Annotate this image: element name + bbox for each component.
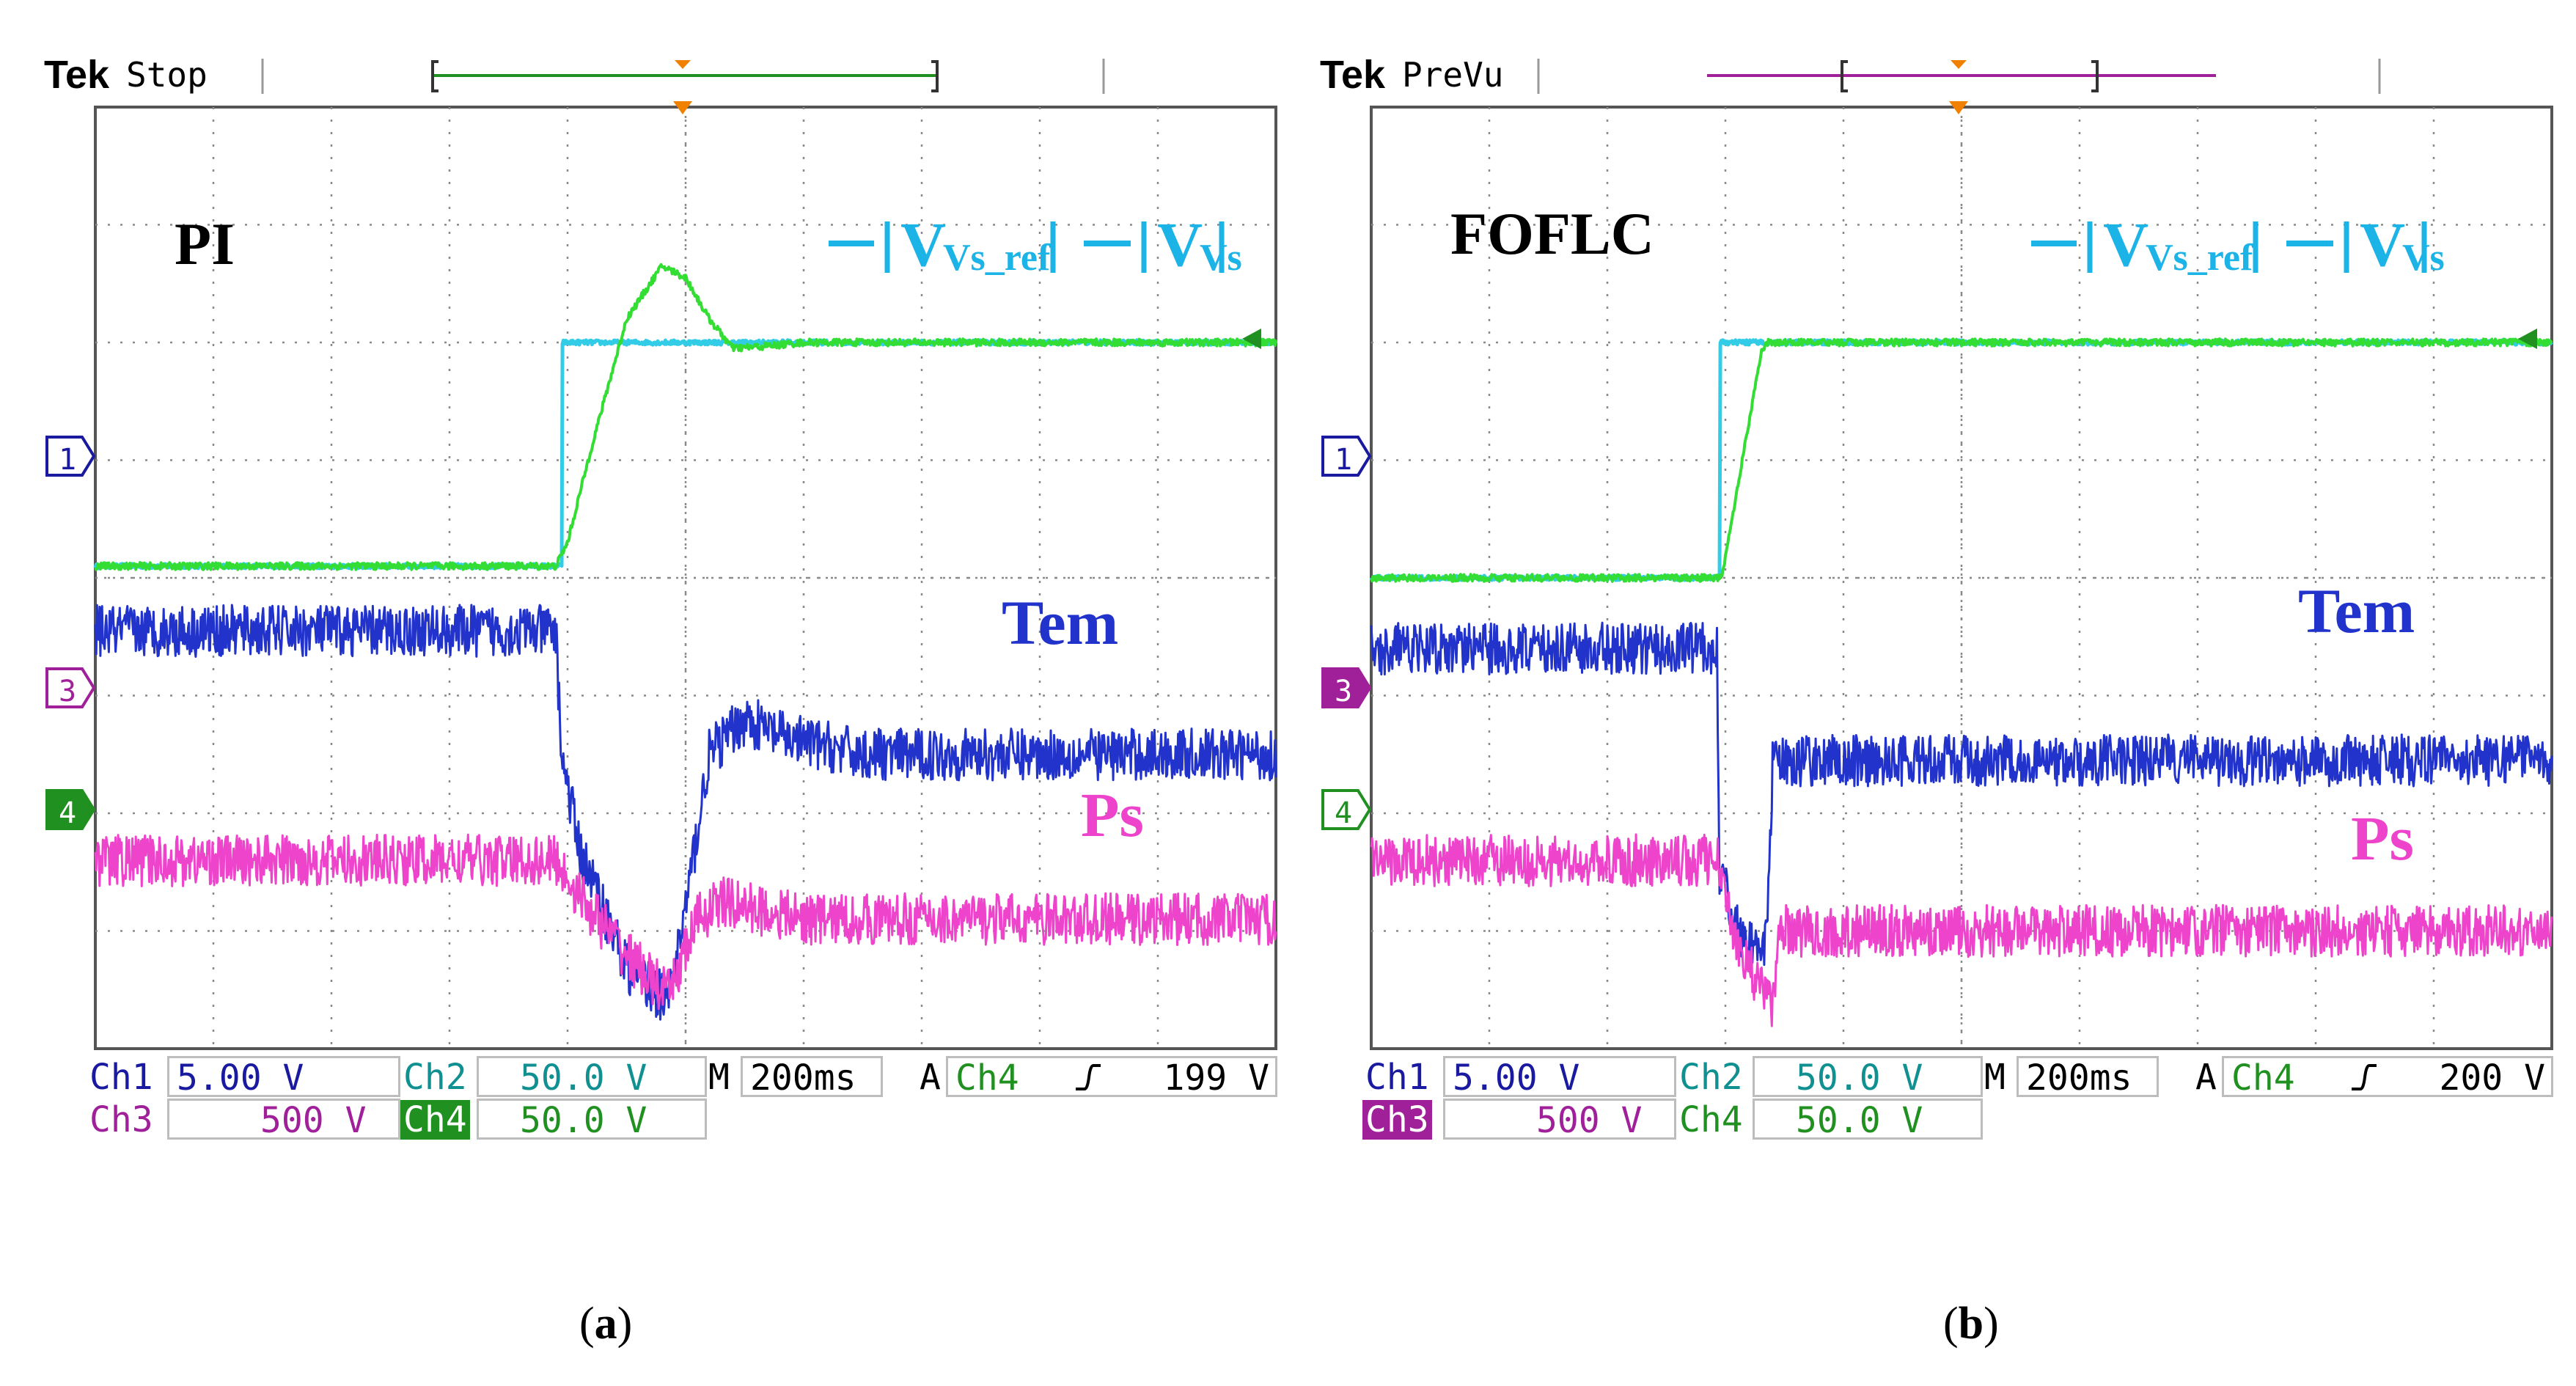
ch3-ground-marker: 3 bbox=[45, 667, 96, 708]
waveform-traces bbox=[93, 263, 1278, 1021]
scope-svg-b: Tek PreVu 1 3 4 FOFLC V bbox=[1320, 53, 2553, 1050]
ch1-label: Ch1 bbox=[1365, 1057, 1429, 1098]
scope-svg-a: Tek Stop 1 3 4 PI bbox=[44, 53, 1278, 1050]
trace-vs bbox=[94, 263, 1277, 571]
ps-label: Ps bbox=[2351, 803, 2414, 873]
waveform-traces bbox=[1369, 337, 2553, 1027]
ch4-scale: 50.0 V bbox=[477, 1099, 707, 1140]
caption-a: (a) bbox=[579, 1299, 633, 1349]
ch3-scale: 500 V bbox=[167, 1099, 400, 1140]
scope-panel-b: Tek PreVu 1 3 4 FOFLC V bbox=[1276, 0, 2566, 1386]
svg-text:4: 4 bbox=[59, 796, 76, 830]
trace-vs-ref bbox=[93, 338, 1278, 571]
trigger-point-marker bbox=[1949, 101, 1968, 114]
ch1-ground-marker: 1 bbox=[45, 436, 96, 477]
timebase-prefix: M bbox=[1984, 1057, 2006, 1098]
legend-vs-ref: V Vs_ref bbox=[2031, 209, 2258, 279]
controller-label: PI bbox=[175, 210, 235, 277]
ch1-label: Ch1 bbox=[89, 1057, 153, 1098]
brand-label: Tek bbox=[44, 53, 110, 97]
record-window-bar bbox=[431, 60, 939, 92]
timebase-value: 200ms bbox=[741, 1056, 883, 1098]
trace-ps bbox=[94, 833, 1277, 1011]
acquisition-mode: Stop bbox=[126, 55, 208, 95]
trigger-level-marker bbox=[2518, 329, 2537, 349]
ch4-ground-marker: 4 bbox=[1321, 789, 1372, 830]
ch1-ground-marker: 1 bbox=[1321, 436, 1372, 477]
svg-text:4: 4 bbox=[1335, 796, 1352, 830]
ch4-label: Ch4 bbox=[400, 1100, 470, 1140]
ch2-scale: 50.0 V bbox=[477, 1056, 707, 1098]
svg-text:1: 1 bbox=[1335, 443, 1352, 477]
scope-panel-a: Tek Stop 1 3 4 PI bbox=[44, 53, 1278, 1349]
timebase-value: 200ms bbox=[2017, 1056, 2159, 1098]
ch4-label: Ch4 bbox=[1679, 1099, 1743, 1140]
ch1-scale: 5.00 V bbox=[167, 1056, 400, 1098]
ch3-label: Ch3 bbox=[89, 1099, 153, 1140]
ch3-label: Ch3 bbox=[1362, 1100, 1432, 1140]
legend-vs-ref: V Vs_ref bbox=[829, 209, 1056, 279]
svg-text:Vs_ref: Vs_ref bbox=[943, 237, 1051, 279]
trace-tem bbox=[1370, 621, 2553, 967]
svg-text:V: V bbox=[1157, 209, 1203, 279]
ch2-label: Ch2 bbox=[1679, 1057, 1743, 1098]
caption-b: (b) bbox=[1943, 1299, 1999, 1349]
trigger-box: Ch4 200 V bbox=[2222, 1056, 2553, 1099]
trace-ps bbox=[1370, 833, 2553, 1027]
record-window-bar bbox=[1707, 60, 2216, 92]
trigger-channel: Ch4 bbox=[2231, 1057, 2295, 1099]
svg-text:1: 1 bbox=[59, 443, 76, 477]
trigger-level: 199 V bbox=[1163, 1057, 1270, 1099]
ps-label: Ps bbox=[1081, 780, 1144, 850]
svg-text:3: 3 bbox=[59, 675, 76, 708]
brand-label: Tek bbox=[1320, 53, 1386, 97]
trigger-point-marker bbox=[673, 101, 692, 114]
ch1-scale: 5.00 V bbox=[1443, 1056, 1676, 1098]
trigger-level-marker bbox=[1242, 329, 1261, 349]
tem-label: Tem bbox=[2298, 576, 2415, 646]
trigger-position-marker bbox=[675, 60, 691, 69]
controller-label: FOFLC bbox=[1450, 200, 1654, 267]
svg-text:V: V bbox=[2103, 209, 2148, 279]
svg-text:V: V bbox=[900, 209, 946, 279]
rising-edge-icon bbox=[2352, 1064, 2377, 1090]
ch2-label: Ch2 bbox=[403, 1057, 467, 1098]
trigger-channel: Ch4 bbox=[955, 1057, 1019, 1099]
rising-edge-icon bbox=[1076, 1064, 1101, 1090]
ch3-scale: 500 V bbox=[1443, 1099, 1676, 1140]
trace-tem bbox=[94, 604, 1277, 1021]
trigger-level: 200 V bbox=[2439, 1057, 2546, 1099]
legend-vs: V Vs bbox=[1084, 209, 1242, 279]
trigger-prefix: A bbox=[920, 1057, 941, 1098]
legend-vs: V Vs bbox=[2286, 209, 2445, 279]
trace-vs bbox=[1370, 337, 2553, 583]
svg-text:Vs_ref: Vs_ref bbox=[2146, 237, 2253, 279]
tem-label: Tem bbox=[1002, 587, 1118, 658]
ch2-scale: 50.0 V bbox=[1753, 1056, 1983, 1098]
timebase-prefix: M bbox=[708, 1057, 730, 1098]
ch3-ground-marker: 3 bbox=[1321, 667, 1372, 708]
trigger-box: Ch4 199 V bbox=[946, 1056, 1277, 1099]
svg-text:3: 3 bbox=[1335, 675, 1352, 708]
ch4-ground-marker: 4 bbox=[45, 789, 96, 830]
acquisition-mode: PreVu bbox=[1402, 55, 1503, 95]
ch4-scale: 50.0 V bbox=[1753, 1099, 1983, 1140]
svg-text:V: V bbox=[2360, 209, 2405, 279]
trigger-position-marker bbox=[1951, 60, 1967, 69]
trigger-prefix: A bbox=[2195, 1057, 2217, 1098]
